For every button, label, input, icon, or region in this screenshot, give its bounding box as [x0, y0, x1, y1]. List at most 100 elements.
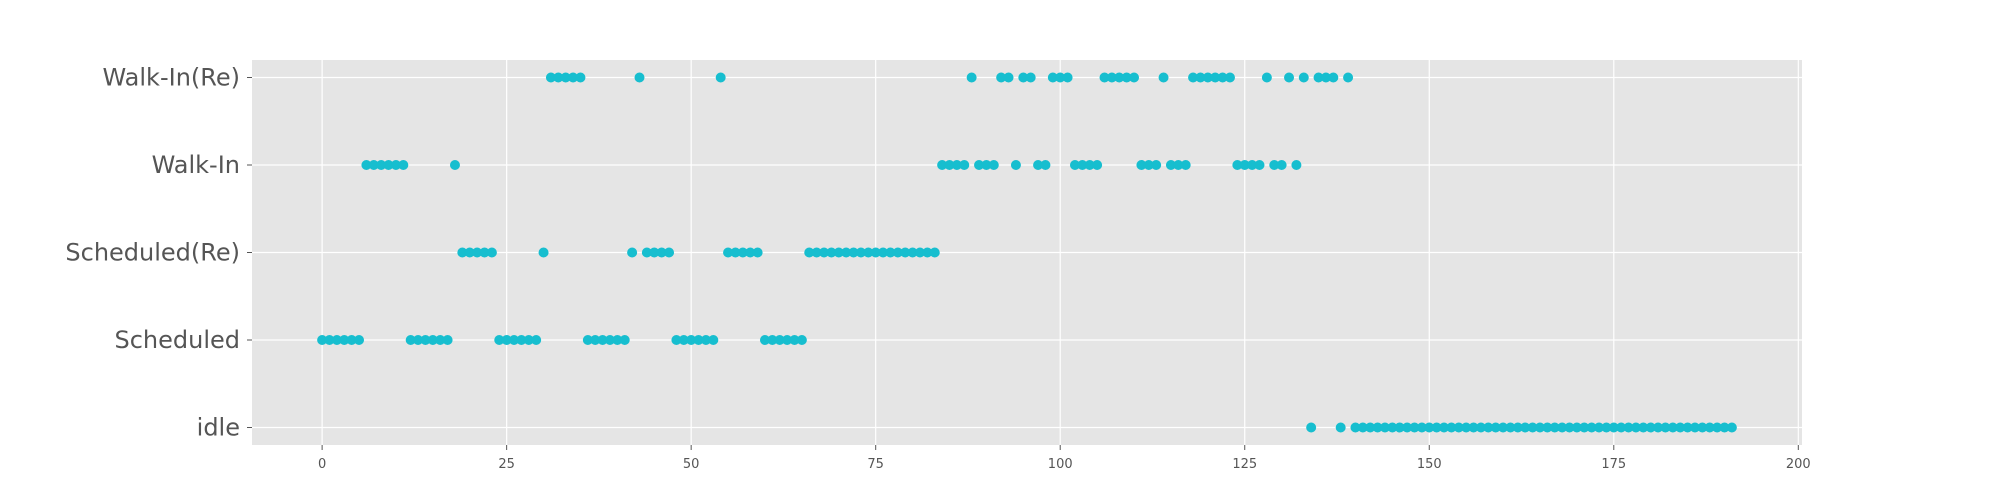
data-point [575, 72, 586, 83]
data-point [789, 335, 800, 345]
data-point [1446, 422, 1457, 433]
data-point [1579, 422, 1590, 433]
x-tick-label: 25 [498, 457, 515, 472]
data-point [1682, 422, 1693, 433]
data-point [1261, 72, 1272, 83]
data-point [686, 335, 697, 345]
data-point [1498, 422, 1509, 433]
data-point [774, 335, 785, 345]
data-point [863, 247, 874, 258]
data-point [398, 160, 409, 170]
data-point [1387, 422, 1398, 433]
data-point [1601, 422, 1612, 433]
x-tick-label: 100 [1048, 457, 1073, 472]
data-point [1372, 422, 1383, 433]
data-point [568, 72, 579, 83]
data-point [1165, 160, 1176, 170]
data-point [1077, 160, 1088, 170]
data-point [427, 335, 438, 345]
data-point [811, 247, 822, 258]
data-point [1284, 72, 1295, 83]
data-point [693, 335, 704, 345]
x-tick-label: 0 [318, 457, 326, 472]
data-point [1490, 422, 1501, 433]
data-point [346, 335, 357, 345]
data-point [1129, 72, 1140, 83]
data-point [678, 335, 689, 345]
data-point [509, 335, 520, 345]
data-point [974, 160, 985, 170]
data-point [1003, 72, 1014, 83]
data-point [1018, 72, 1029, 83]
data-point [516, 335, 527, 345]
data-point [929, 247, 940, 258]
data-point [354, 335, 365, 345]
data-point [324, 335, 335, 345]
data-point [1689, 422, 1700, 433]
data-point [715, 72, 726, 83]
data-point [819, 247, 830, 258]
data-point [405, 335, 416, 345]
y-tick-label: Walk-In [152, 151, 240, 179]
data-point [1630, 422, 1641, 433]
y-tick-label: Walk-In(Re) [102, 64, 240, 92]
data-point [368, 160, 379, 170]
data-point [457, 247, 468, 258]
data-point [700, 335, 711, 345]
data-point [1667, 422, 1678, 433]
data-point [951, 160, 962, 170]
data-point [1483, 422, 1494, 433]
data-point [1520, 422, 1531, 433]
data-point [833, 247, 844, 258]
data-point [553, 72, 564, 83]
data-point [1527, 422, 1538, 433]
data-point [841, 247, 852, 258]
data-point [545, 72, 556, 83]
data-point [1062, 72, 1073, 83]
data-point [1224, 72, 1235, 83]
data-point [914, 247, 925, 258]
data-point [1697, 422, 1708, 433]
data-point [1269, 160, 1280, 170]
data-point [1033, 160, 1044, 170]
data-points [317, 72, 1737, 433]
data-point [523, 335, 534, 345]
data-point [708, 335, 719, 345]
data-point [1180, 160, 1191, 170]
data-point [671, 335, 682, 345]
data-point [1202, 72, 1213, 83]
data-point [1254, 160, 1265, 170]
data-point [627, 247, 638, 258]
data-point [1099, 72, 1110, 83]
data-point [1468, 422, 1479, 433]
data-point [1143, 160, 1154, 170]
data-point [435, 335, 446, 345]
data-point [464, 247, 475, 258]
data-point [1313, 72, 1324, 83]
data-point [1557, 422, 1568, 433]
data-point [538, 247, 549, 258]
data-point [1151, 160, 1162, 170]
x-tick-label: 150 [1417, 457, 1442, 472]
data-point [1055, 72, 1066, 83]
data-point [656, 247, 667, 258]
data-point [1188, 72, 1199, 83]
data-point [1608, 422, 1619, 433]
data-point [996, 72, 1007, 83]
data-point [848, 247, 859, 258]
data-point [560, 72, 571, 83]
data-point [1379, 422, 1390, 433]
data-point [1416, 422, 1427, 433]
data-point [966, 72, 977, 83]
data-point [1195, 72, 1206, 83]
data-point [1121, 72, 1132, 83]
data-point [339, 335, 350, 345]
data-point [1173, 160, 1184, 170]
data-point [1084, 160, 1095, 170]
data-point [1616, 422, 1627, 433]
data-point [1586, 422, 1597, 433]
data-point [767, 335, 778, 345]
data-point [1409, 422, 1420, 433]
data-point [759, 335, 770, 345]
data-point [1210, 72, 1221, 83]
